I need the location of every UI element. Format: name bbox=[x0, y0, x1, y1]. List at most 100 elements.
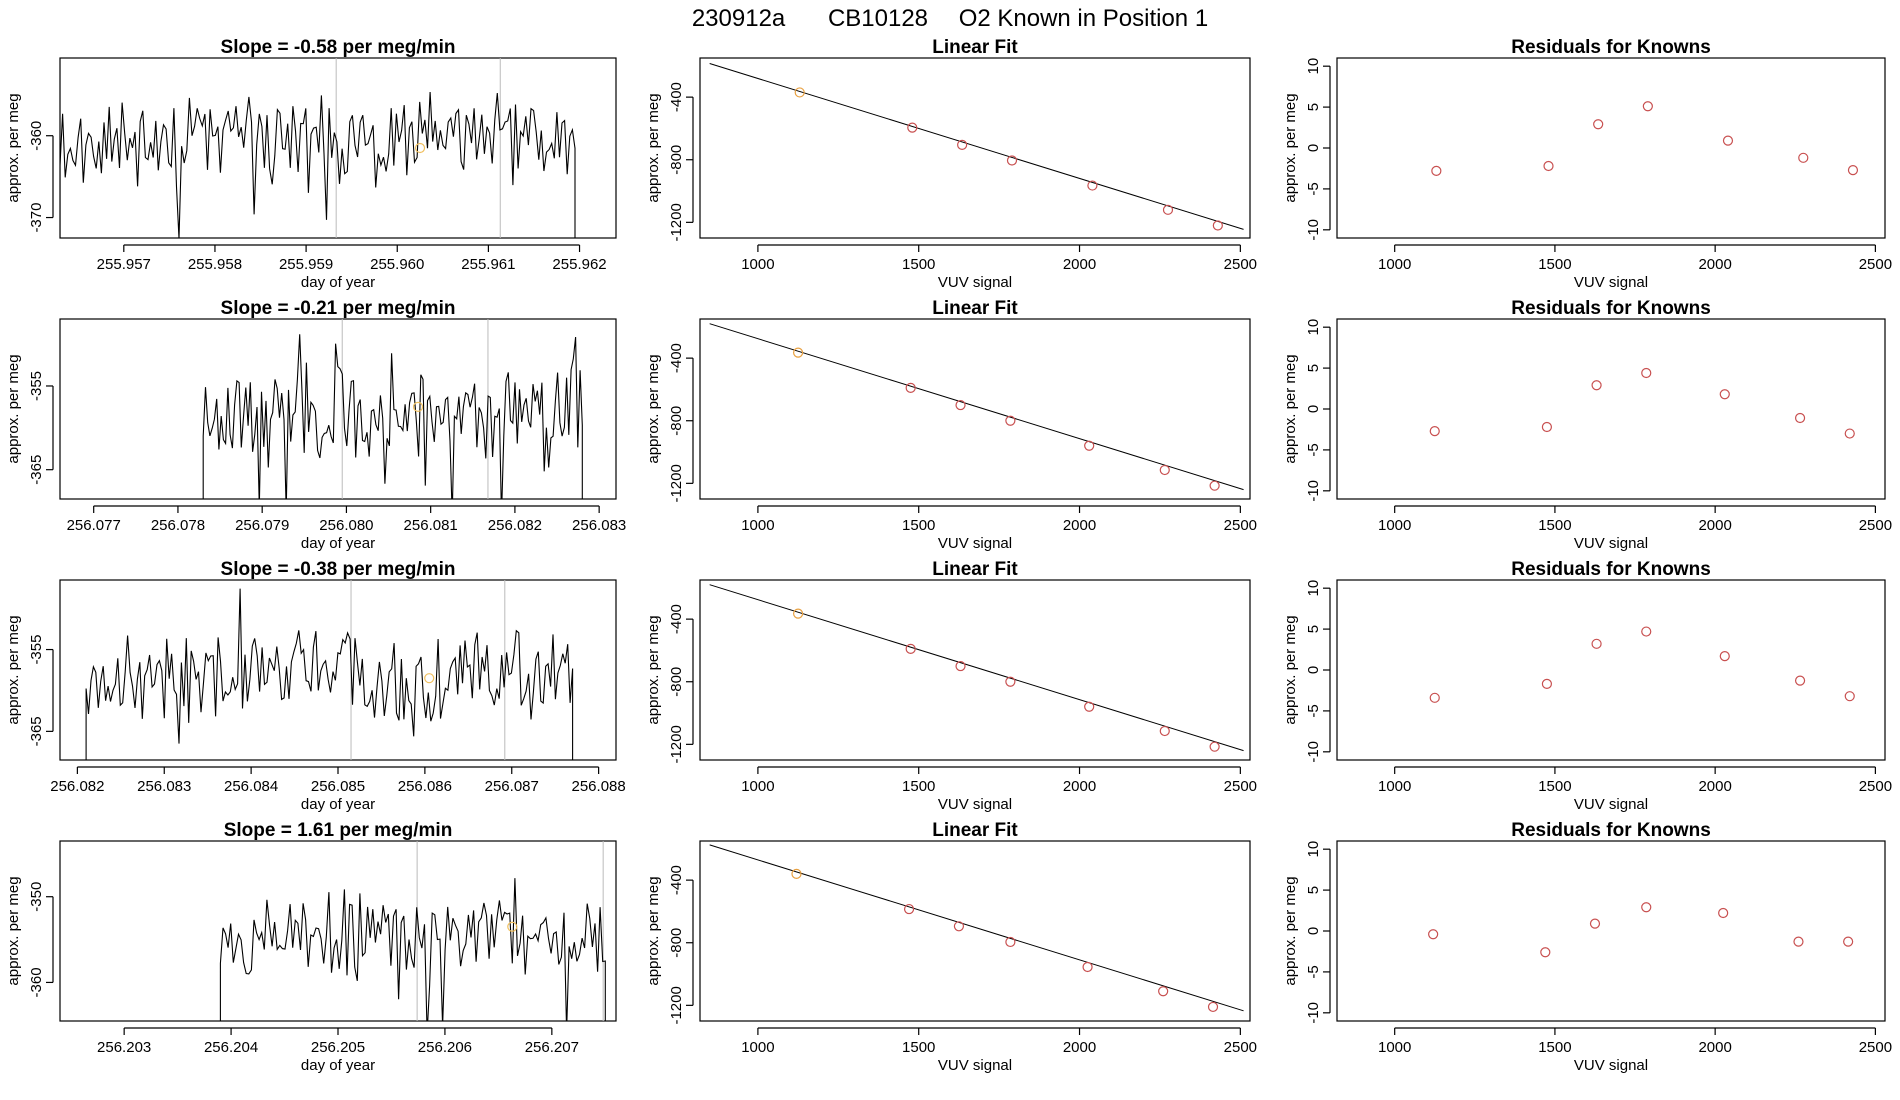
plot-area bbox=[709, 323, 1244, 491]
data-point bbox=[1844, 691, 1855, 702]
x-tick-label: 1500 bbox=[1538, 1039, 1571, 1056]
x-tick-label: 255.959 bbox=[279, 256, 333, 273]
plot-frame bbox=[1336, 840, 1886, 1022]
signal-trace bbox=[60, 91, 576, 238]
x-tick-label: 256.085 bbox=[311, 778, 365, 795]
fit-line bbox=[709, 584, 1244, 752]
y-axis-label: approx. per meg bbox=[645, 615, 662, 724]
figure-title-cylinder-id: CB10128 bbox=[828, 5, 928, 32]
y-tick-label: -5 bbox=[1305, 965, 1322, 978]
y-axis-label: approx. per meg bbox=[1282, 354, 1299, 463]
residuals-panel-row-3: Residuals for Knowns 1000 1500 2000 2500 VUV … bbox=[1282, 559, 1892, 813]
data-point bbox=[1541, 678, 1553, 690]
data-point bbox=[1159, 725, 1170, 737]
data-point bbox=[1005, 415, 1016, 426]
signal-trace bbox=[85, 588, 574, 760]
y-tick-label: -360 bbox=[28, 967, 45, 997]
fit-line bbox=[709, 323, 1244, 491]
x-tick-label: 255.962 bbox=[552, 256, 606, 273]
y-axis-label: approx. per meg bbox=[5, 93, 22, 202]
y-tick-label: -1200 bbox=[668, 203, 685, 241]
y-axis-label: approx. per meg bbox=[5, 354, 22, 463]
data-point bbox=[1793, 936, 1804, 947]
data-point bbox=[1794, 675, 1806, 686]
y-tick-label: 0 bbox=[1305, 666, 1322, 674]
x-tick-label: 2500 bbox=[1859, 1039, 1892, 1056]
data-point bbox=[955, 660, 966, 672]
plot-area bbox=[60, 58, 576, 238]
y-tick-label: -400 bbox=[668, 82, 685, 112]
x-tick-label: 1500 bbox=[1538, 256, 1571, 273]
y-tick-label: 5 bbox=[1305, 625, 1322, 633]
mean-marker-point bbox=[412, 401, 424, 413]
plot-area bbox=[709, 844, 1244, 1013]
data-point bbox=[955, 399, 966, 411]
y-tick-label: -355 bbox=[28, 371, 45, 401]
panels-grid: Slope = -0.58 per meg/min 255.957 255.958 2… bbox=[5, 37, 1892, 1074]
residuals-panel-row-1: Residuals for Knowns 1000 1500 2000 2500 VUV … bbox=[1282, 37, 1892, 291]
panel-title: Slope = -0.38 per meg/min bbox=[221, 559, 456, 580]
x-tick-label: 256.081 bbox=[404, 517, 458, 534]
y-axis-label: approx. per meg bbox=[645, 354, 662, 463]
x-tick-label: 2500 bbox=[1224, 1039, 1257, 1056]
panel-title: Slope = 1.61 per meg/min bbox=[224, 820, 453, 841]
timeseries-panel-row-4: Slope = 1.61 per meg/min 256.203 256.204 25… bbox=[5, 820, 617, 1074]
data-point bbox=[1794, 412, 1806, 424]
x-tick-label: 1000 bbox=[741, 517, 774, 534]
y-tick-label: -400 bbox=[668, 343, 685, 373]
x-tick-label: 255.960 bbox=[370, 256, 424, 273]
data-point bbox=[1159, 464, 1170, 476]
plot-area bbox=[709, 63, 1244, 231]
y-tick-label: -10 bbox=[1305, 480, 1322, 502]
data-point bbox=[1844, 428, 1855, 439]
x-tick-label: 1500 bbox=[1538, 778, 1571, 795]
data-point bbox=[1429, 425, 1440, 437]
data-point bbox=[1591, 638, 1602, 649]
data-point bbox=[1719, 650, 1730, 662]
x-tick-label: 2000 bbox=[1698, 517, 1731, 534]
data-point bbox=[1798, 152, 1809, 163]
x-tick-label: 1000 bbox=[1378, 517, 1411, 534]
x-axis-label: VUV signal bbox=[938, 274, 1012, 291]
x-tick-label: 256.079 bbox=[235, 517, 289, 534]
panel-title: Linear Fit bbox=[932, 298, 1018, 319]
y-tick-label: 10 bbox=[1305, 841, 1322, 858]
plot-area bbox=[1429, 367, 1855, 439]
figure-title: 230912a CB10128 O2 Known in Position 1 bbox=[692, 5, 1208, 32]
x-axis-label: day of year bbox=[301, 274, 375, 291]
data-point bbox=[792, 347, 804, 358]
data-point bbox=[1540, 947, 1551, 958]
y-tick-label: -800 bbox=[668, 406, 685, 436]
plot-frame bbox=[1336, 57, 1886, 239]
x-tick-label: 2500 bbox=[1859, 256, 1892, 273]
x-axis-label: VUV signal bbox=[1574, 535, 1648, 552]
y-tick-label: -360 bbox=[28, 121, 45, 151]
x-tick-label: 2000 bbox=[1063, 517, 1096, 534]
data-point bbox=[1642, 101, 1653, 112]
data-point bbox=[953, 921, 965, 932]
panel-title: Linear Fit bbox=[932, 820, 1018, 841]
x-tick-label: 256.205 bbox=[311, 1039, 365, 1056]
x-tick-label: 1500 bbox=[902, 256, 935, 273]
x-tick-label: 256.084 bbox=[224, 778, 278, 795]
fit-line bbox=[709, 63, 1244, 230]
x-tick-label: 256.078 bbox=[151, 517, 205, 534]
data-point bbox=[1641, 902, 1652, 913]
plot-area bbox=[1431, 101, 1859, 177]
y-tick-label: 5 bbox=[1305, 103, 1322, 111]
panel-title: Slope = -0.21 per meg/min bbox=[221, 298, 456, 319]
x-tick-label: 2000 bbox=[1698, 1039, 1731, 1056]
timeseries-panel-row-2: Slope = -0.21 per meg/min 256.077 256.078 2… bbox=[5, 298, 626, 552]
x-tick-label: 2000 bbox=[1063, 778, 1096, 795]
data-point bbox=[1641, 367, 1652, 379]
plot-area bbox=[709, 584, 1244, 752]
x-tick-label: 255.958 bbox=[188, 256, 242, 273]
data-point bbox=[903, 903, 915, 915]
data-point bbox=[1429, 692, 1440, 703]
linear_fit-panel-row-4: Linear Fit 1000 1500 2000 2500 VUV signal -400… bbox=[645, 820, 1257, 1074]
y-tick-label: 10 bbox=[1305, 58, 1322, 75]
x-tick-label: 256.083 bbox=[572, 517, 626, 534]
signal-trace bbox=[219, 878, 606, 1021]
x-tick-label: 256.080 bbox=[319, 517, 373, 534]
y-tick-label: -355 bbox=[28, 635, 45, 665]
